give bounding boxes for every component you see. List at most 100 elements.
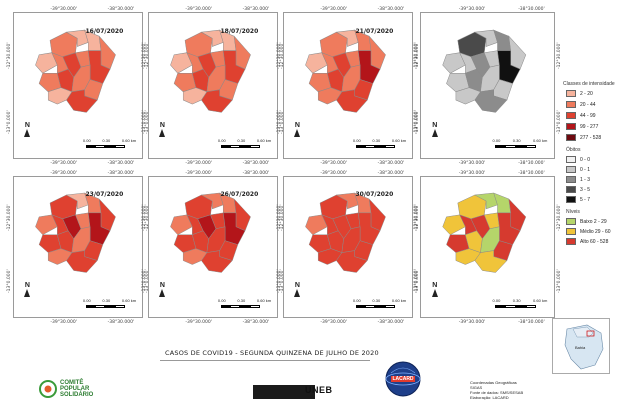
legend-item: Médio 29 - 60 [566, 228, 611, 235]
north-arrow-icon: N [159, 282, 166, 298]
legend-item: Baixo 2 - 29 [566, 218, 607, 225]
map-panel: 16/07/2020 -39°30.000' -38°30.000' -39°30.0… [7, 7, 150, 166]
legend-swatch [566, 112, 576, 119]
credit-line-1: Coordenadas Geográficas [470, 380, 517, 385]
legend-item: 0 - 1 [566, 166, 590, 173]
scale-label: 0.30 [237, 297, 246, 303]
credit-line-4: Elaboração: LACARD [470, 395, 509, 400]
map-panel: 21/07/2020 -39°30.000' -38°30.000' -39°30.0… [277, 7, 420, 166]
district-region [65, 192, 89, 210]
comite-line-1: COMITÊ [60, 380, 84, 386]
inset-svg [564, 324, 604, 370]
district-region [47, 87, 72, 105]
map-date: 23/07/2020 [85, 191, 124, 199]
inset-map: Bahia [552, 318, 610, 374]
legend-item: 99 - 277 [566, 123, 598, 130]
north-arrow-icon: N [24, 282, 31, 298]
coord-right-top: -12°30.000' [557, 204, 562, 231]
coord-bottom-right: -38°30.000' [377, 320, 405, 325]
coord-bottom-left: -39°30.000' [458, 161, 486, 166]
coord-bottom-right: -38°30.000' [242, 161, 270, 166]
map-panel: 26/07/2020 -39°30.000' -38°30.000' -39°30.0… [142, 171, 285, 325]
legend-label: 0 - 1 [580, 166, 591, 173]
coord-top-left: -39°30.000' [458, 7, 486, 12]
map-date: 21/07/2020 [355, 27, 394, 35]
scale-label: 0.30 [102, 297, 111, 303]
municipality-map [169, 192, 251, 273]
partner-logos [253, 385, 315, 399]
district-region [474, 29, 498, 47]
coord-top-right: -38°30.000' [377, 171, 405, 176]
district-region [233, 35, 251, 70]
lacard-globe-icon [385, 361, 421, 397]
legend-label: Alto 60 - 528 [580, 238, 609, 245]
coord-left-bottom: -13°0.000' [7, 269, 12, 294]
scale-label: 0.00 [217, 297, 226, 303]
coord-bottom-right: -38°30.000' [377, 161, 405, 166]
comite-line-2: POPULAR [60, 386, 90, 392]
district-region [335, 250, 368, 273]
district-region [442, 52, 466, 74]
inset-label: Bahia [575, 345, 586, 350]
legend-swatch [566, 123, 576, 130]
coord-top-left: -39°30.000' [185, 7, 212, 12]
municipality-map [304, 29, 386, 113]
legend-deaths-title: Óbitos [566, 147, 581, 153]
coord-left-bottom: -13°0.000' [414, 269, 419, 294]
coord-right-bottom: -13°0.000' [557, 269, 562, 294]
legend-swatch [566, 228, 576, 235]
coord-bottom-left: -39°30.000' [320, 161, 347, 166]
district-region [335, 29, 359, 47]
coord-left-top: -12°30.000' [277, 204, 282, 231]
coord-left-top: -12°30.000' [7, 204, 12, 231]
legend-item: 2 - 20 [566, 90, 593, 97]
comite-logo: COMITÊ POPULAR SOLIDÁRIO [38, 379, 118, 399]
north-arrow-icon: N [24, 122, 31, 137]
legend-swatch [566, 134, 576, 141]
coord-top-left: -39°30.000' [458, 171, 486, 176]
main-title: CASOS DE COVID19 - SEGUNDA QUINZENA DE J… [165, 349, 379, 357]
scale-label: 0.60 km [256, 297, 272, 303]
legend-label: Médio 29 - 60 [580, 228, 611, 235]
scale-label: 0.60 km [391, 297, 407, 303]
district-region [200, 192, 224, 210]
map-panel: -39°30.000' -38°30.000' -39°30.000' -38°30.… [414, 171, 562, 325]
comite-emblem-icon [39, 380, 57, 398]
legend-item: 44 - 99 [566, 112, 596, 119]
north-arrow-icon: N [431, 122, 438, 137]
scale-bar [495, 145, 536, 149]
scale-label: 0.00 [492, 137, 501, 143]
coord-bottom-right: -38°30.000' [107, 320, 135, 325]
scale-label: 0.60 km [533, 137, 548, 143]
coord-top-left: -39°30.000' [185, 171, 212, 176]
coord-top-left: -39°30.000' [50, 7, 77, 12]
scale-bar [355, 145, 395, 149]
coord-top-right: -38°30.000' [107, 7, 135, 12]
district-region [65, 250, 98, 273]
district-region [304, 52, 328, 74]
coord-bottom-left: -39°30.000' [185, 320, 212, 325]
district-region [368, 35, 386, 70]
coord-bottom-left: -39°30.000' [50, 320, 77, 325]
coord-top-left: -39°30.000' [320, 7, 347, 12]
scale-label: 0.00 [492, 297, 501, 303]
scale-label: 0.60 km [121, 137, 137, 143]
coord-left-bottom: -13°0.000' [277, 109, 282, 134]
legend-item: 1 - 3 [566, 176, 590, 183]
legend-swatch [566, 166, 576, 173]
coord-left-top: -12°30.000' [142, 204, 147, 231]
municipality-map [169, 29, 251, 113]
map-date: 18/07/2020 [220, 27, 259, 35]
coord-top-left: -39°30.000' [50, 171, 77, 176]
uneb-label: UNEB [305, 385, 333, 395]
coord-left-bottom: -13°0.000' [142, 269, 147, 294]
district-region [335, 89, 368, 113]
legend-label: 1 - 3 [580, 176, 591, 183]
legend-label: 2 - 20 [580, 90, 593, 97]
coord-top-right: -38°30.000' [242, 171, 270, 176]
scale-label: 0.30 [102, 137, 111, 143]
legend-label: 5 - 7 [580, 196, 591, 203]
coord-left-bottom: -13°0.000' [142, 109, 147, 134]
legend-label: 99 - 277 [580, 123, 599, 130]
district-region [200, 89, 233, 113]
